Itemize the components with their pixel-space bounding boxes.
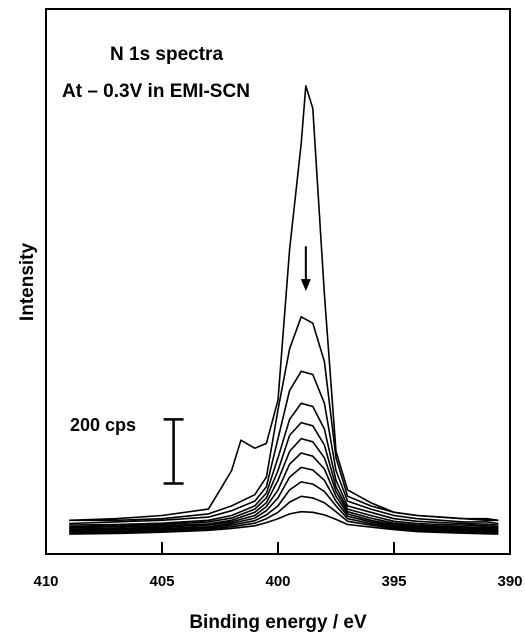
spectra-group (69, 85, 499, 535)
x-tick-label-400: 400 (265, 573, 290, 590)
spectrum-line-3 (69, 370, 499, 525)
y-axis-label: Intensity (17, 243, 38, 322)
x-tick-label-390: 390 (497, 573, 522, 590)
chart-title-line-2: At – 0.3V in EMI-SCN (62, 81, 250, 102)
scale-bar-label: 200 cps (70, 415, 136, 435)
chart-title-line-1: N 1s spectra (110, 44, 223, 65)
scale-bar (163, 418, 184, 485)
spectrum-line-4 (69, 402, 499, 526)
x-tick-label-395: 395 (381, 573, 406, 590)
spectrum-line-8 (69, 466, 499, 532)
decrease-arrow (300, 246, 311, 292)
x-axis-label: Binding energy / eV (189, 612, 367, 633)
spectrum-line-11 (69, 510, 499, 535)
spectrum-line-5 (69, 421, 499, 528)
spectrum-line-2 (69, 316, 499, 522)
spectrum-line-10 (69, 495, 499, 534)
x-tick-label-405: 405 (149, 573, 174, 590)
spectrum-line-7 (69, 452, 499, 530)
x-ticks-group: 410 405 400 395 390 (33, 542, 523, 590)
arrow-head (300, 279, 311, 292)
spectrum-line-6 (69, 437, 499, 529)
spectrum-line-9 (69, 481, 499, 533)
x-tick-label-410: 410 (33, 573, 58, 590)
